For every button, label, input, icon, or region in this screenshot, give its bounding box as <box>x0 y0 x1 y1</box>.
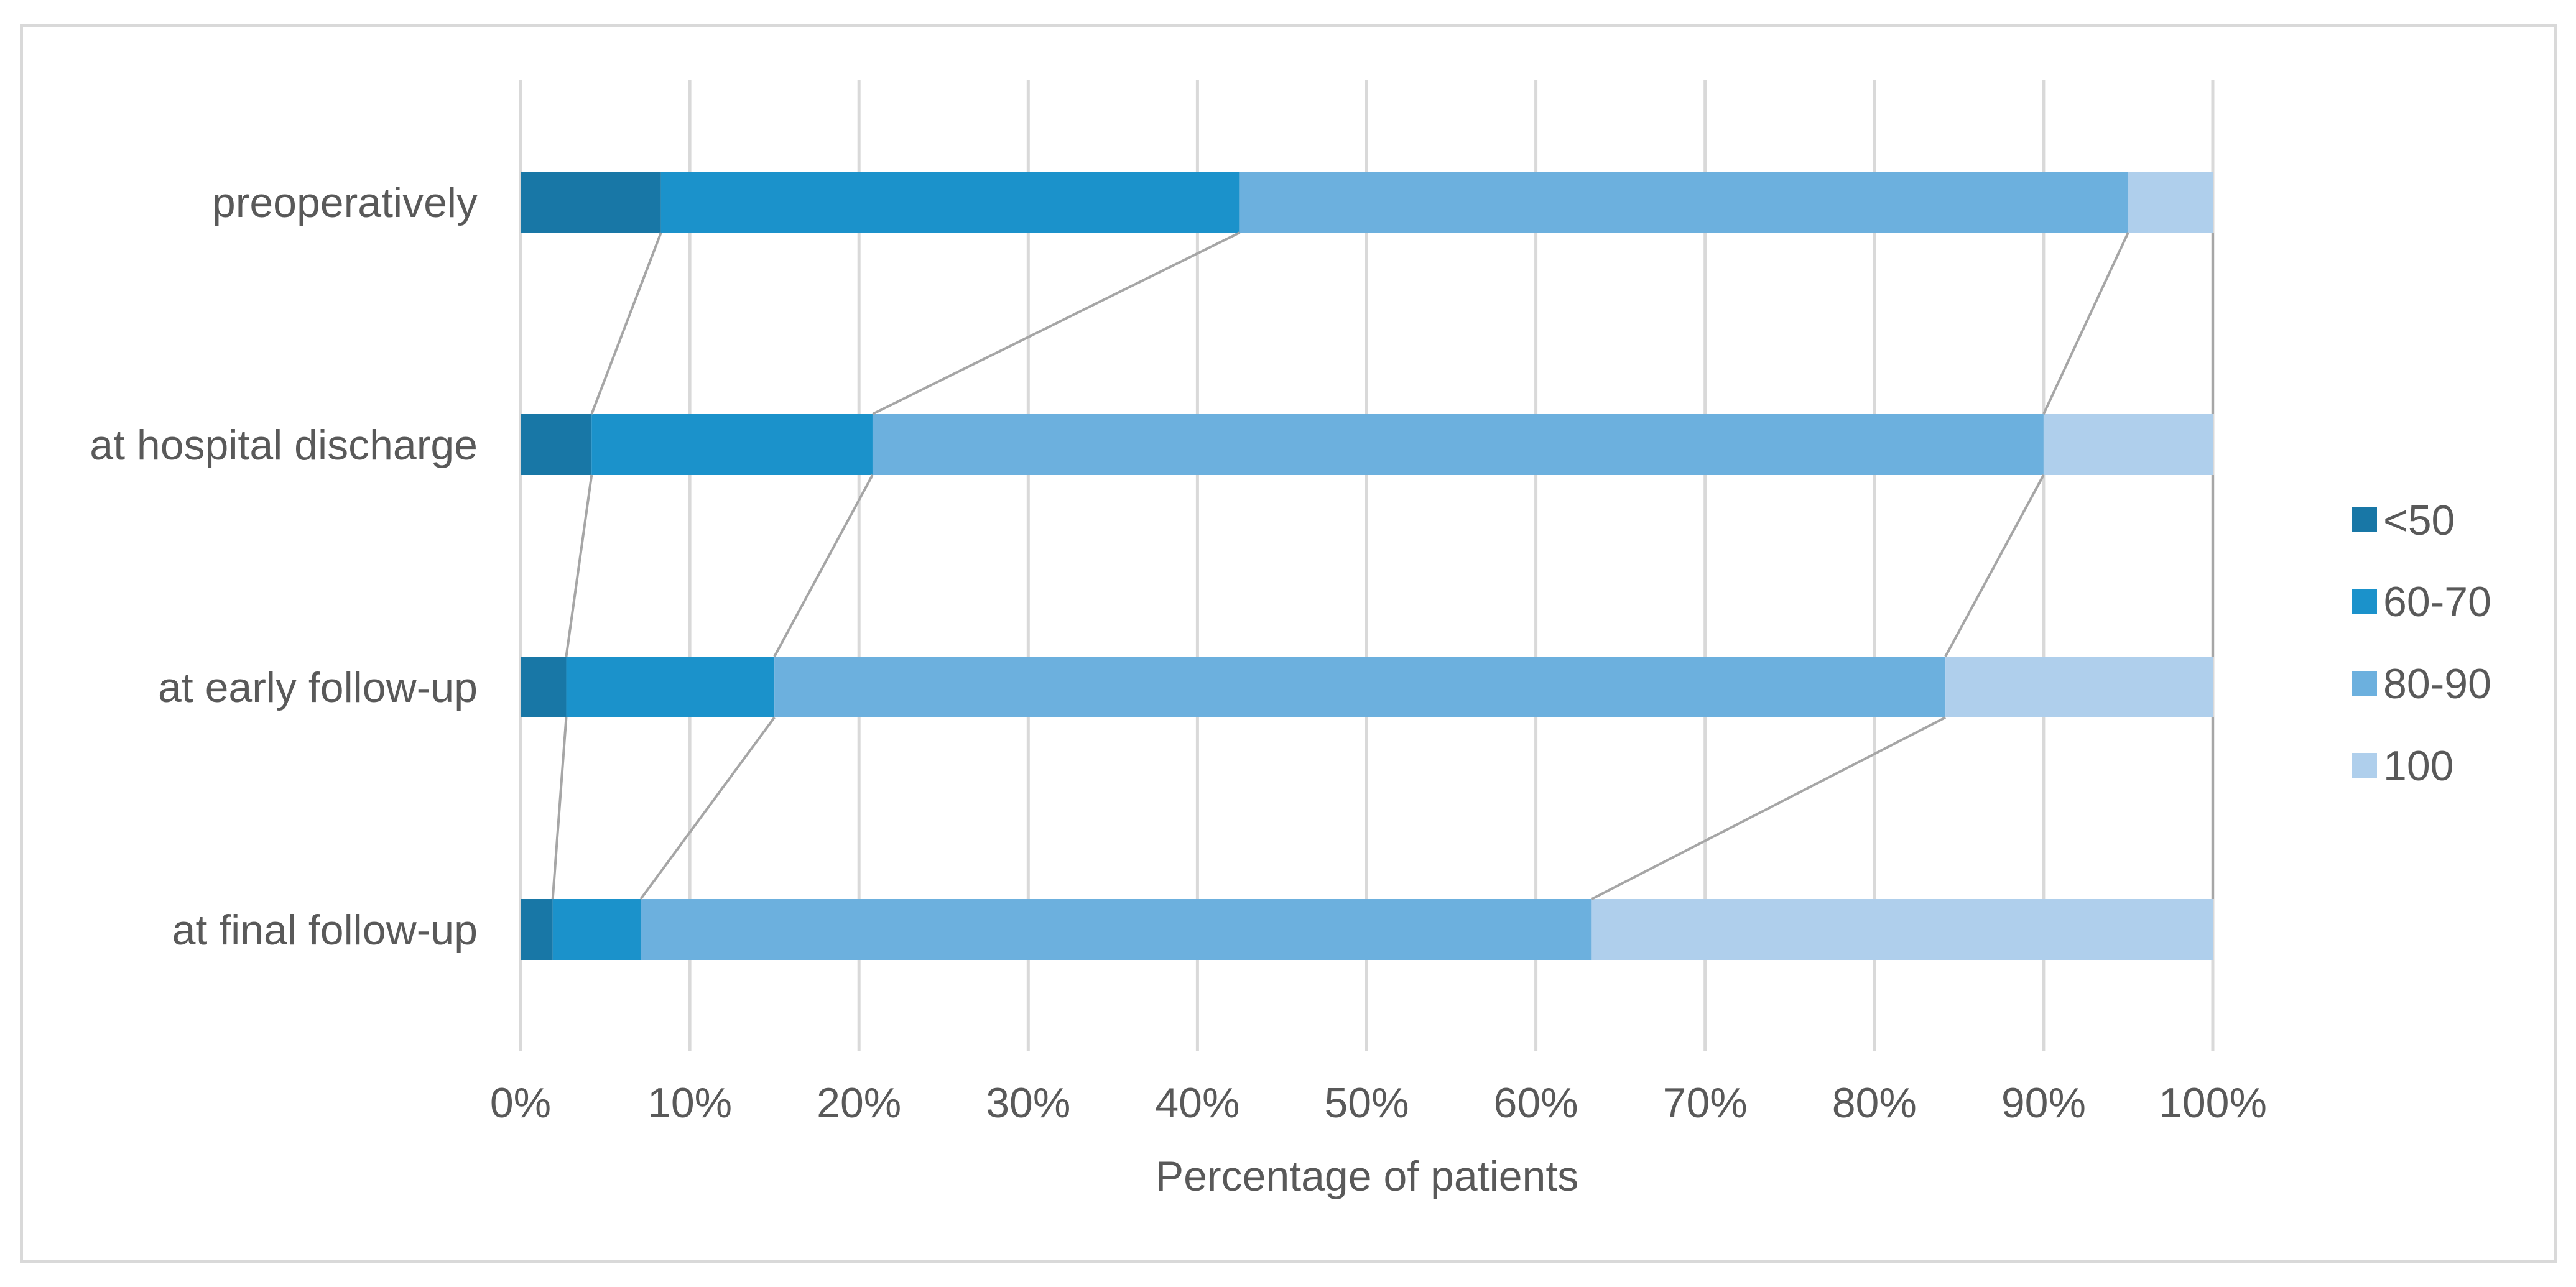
x-tick-label-7: 70% <box>1663 1079 1748 1127</box>
series-line-80-90-1 <box>1944 474 2045 657</box>
legend-swatch-0 <box>2352 507 2377 532</box>
bar-segment-<50-1 <box>521 414 592 475</box>
series-line-60-70-1 <box>773 474 874 657</box>
x-tick-label-5: 50% <box>1324 1079 1409 1127</box>
bar-segment-60-70-3 <box>552 899 641 960</box>
legend-label-3: 100 <box>2383 742 2453 790</box>
legend-swatch-3 <box>2352 753 2377 778</box>
bar-segment-60-70-0 <box>660 172 1240 233</box>
bar-segment-60-70-1 <box>591 414 873 475</box>
bar-segment-100-1 <box>2043 414 2213 475</box>
bar-segment-80-90-2 <box>774 657 1946 717</box>
legend-label-2: 80-90 <box>2383 660 2491 708</box>
x-tick-label-9: 90% <box>2001 1079 2086 1127</box>
x-tick-label-1: 10% <box>647 1079 732 1127</box>
series-line-<50-1 <box>565 474 593 657</box>
x-tick-labels: 0% 10% 20% 30% 40% 50% 60% 70% 80% 90% 100% <box>490 1079 2267 1127</box>
category-label-1: at hospital discharge <box>90 422 478 469</box>
x-tick-label-3: 30% <box>986 1079 1070 1127</box>
bar-segment-<50-0 <box>521 172 661 233</box>
series-line-80-90-0 <box>2042 232 2129 415</box>
category-label-0: preoperatively <box>212 179 478 226</box>
x-tick-label-8: 80% <box>1832 1079 1917 1127</box>
bar-segment-80-90-3 <box>641 899 1592 960</box>
bar-segment-100-0 <box>2128 172 2213 233</box>
x-tick-label-6: 60% <box>1494 1079 1578 1127</box>
category-label-2: at early follow-up <box>158 664 478 711</box>
x-axis-title: Percentage of patients <box>1156 1153 1578 1200</box>
bar-segment-100-2 <box>1945 657 2213 717</box>
bar-segment-80-90-0 <box>1239 172 2128 233</box>
gridlines <box>519 80 2215 1051</box>
legend-label-0: <50 <box>2383 497 2455 544</box>
series-line-<50-2 <box>551 717 568 900</box>
series-line-80-90-2 <box>1591 716 1946 900</box>
x-tick-label-4: 40% <box>1155 1079 1239 1127</box>
x-tick-label-0: 0% <box>490 1079 551 1127</box>
bar-segment-100-3 <box>1591 899 2213 960</box>
legend: <50 60-70 80-90 100 <box>2352 497 2491 790</box>
bar-segment-<50-2 <box>521 657 567 717</box>
bar-segment-<50-3 <box>521 899 553 960</box>
series-line-60-70-2 <box>639 716 776 900</box>
bars <box>521 172 2213 960</box>
bar-segment-80-90-1 <box>872 414 2044 475</box>
category-labels: preoperatively at hospital discharge at ea… <box>90 179 478 954</box>
x-tick-label-2: 20% <box>817 1079 901 1127</box>
x-tick-label-10: 100% <box>2159 1079 2267 1127</box>
bar-segment-60-70-2 <box>566 657 775 717</box>
series-line-<50-0 <box>590 232 662 415</box>
series-line-60-70-0 <box>872 231 1241 415</box>
series-lines <box>551 231 2214 900</box>
category-label-3: at final follow-up <box>172 906 478 954</box>
legend-swatch-2 <box>2352 671 2377 696</box>
legend-label-1: 60-70 <box>2383 578 2491 625</box>
legend-swatch-1 <box>2352 589 2377 614</box>
